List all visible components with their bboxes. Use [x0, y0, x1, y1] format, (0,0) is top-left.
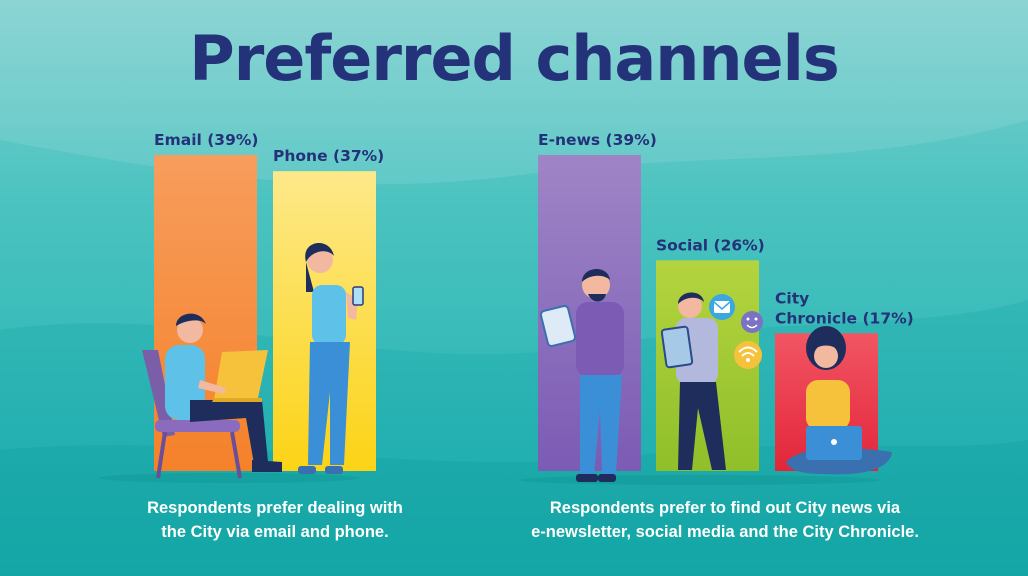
person-chronicle-illustration	[786, 326, 892, 475]
caption-line: Respondents prefer to find out City news…	[549, 499, 901, 517]
smiley-icon	[741, 311, 763, 333]
bar-labels-layer: Email (39%) Phone (37%) E-news (39%) Social…	[154, 131, 914, 327]
tablet-icon	[539, 304, 577, 348]
bar-label: Phone (37%)	[273, 147, 384, 165]
bar-label: Email (39%)	[154, 131, 259, 149]
wifi-icon	[734, 341, 762, 369]
bar-label: City Chronicle (17%)	[775, 289, 914, 327]
news-channels-caption: Respondents prefer to find out City news…	[490, 496, 960, 544]
bar-label: Social (26%)	[656, 236, 765, 254]
person-phone-illustration	[298, 243, 364, 474]
bar-label: E-news (39%)	[538, 131, 657, 149]
caption-line: the City via email and phone.	[161, 523, 389, 541]
caption-line: e-newsletter, social media and the City …	[531, 523, 919, 541]
person-social-illustration	[660, 292, 763, 470]
email-phone-caption: Respondents prefer dealing with the City…	[110, 496, 440, 544]
page-title: Preferred channels	[189, 22, 839, 95]
person-tablet-illustration	[539, 268, 624, 482]
person-laptop-illustration	[142, 313, 282, 479]
phone-icon	[352, 286, 364, 306]
caption-line: Respondents prefer dealing with	[147, 499, 403, 517]
